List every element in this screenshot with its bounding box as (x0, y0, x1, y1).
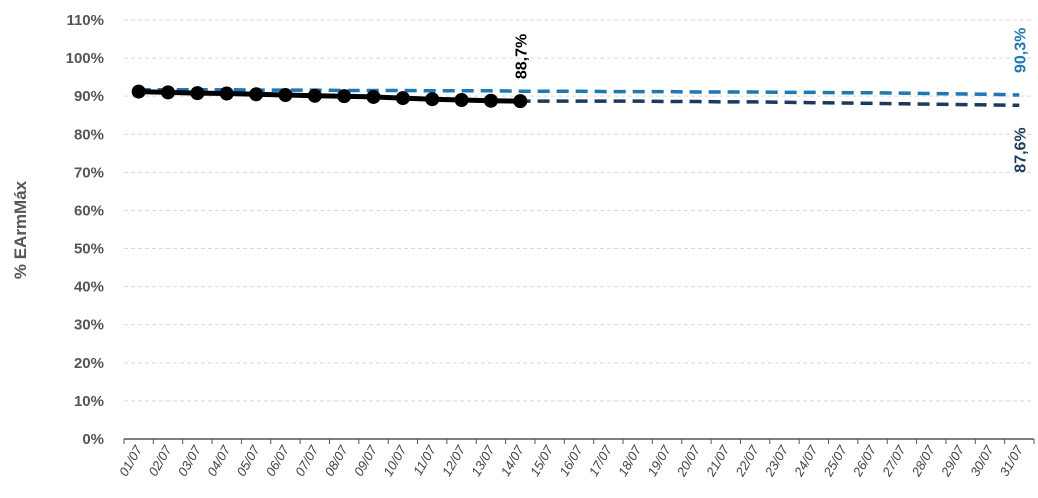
x-tick-label: 14/07 (498, 442, 528, 478)
y-tick-label: 70% (74, 164, 104, 181)
y-tick-label: 30% (74, 317, 104, 334)
series-point (483, 93, 498, 108)
y-tick-label: 80% (74, 126, 104, 143)
x-tick-label: 09/07 (351, 442, 381, 478)
x-tick-label: 08/07 (321, 442, 351, 478)
x-tick-label: 12/07 (439, 442, 469, 478)
y-tick-label: 90% (74, 88, 104, 105)
x-tick-label: 11/07 (410, 442, 439, 478)
data-labels: 90,3% 87,6% 88,7% (513, 28, 1029, 173)
series-point (161, 85, 176, 100)
x-tick-label: 07/07 (292, 442, 322, 478)
x-tick-label: 18/07 (615, 442, 645, 478)
x-tick-label: 22/07 (732, 442, 762, 479)
x-tick-label: 29/07 (937, 442, 967, 479)
series (131, 84, 1020, 109)
series-line-2 (138, 89, 1020, 108)
y-tick-label: 110% (66, 12, 104, 29)
y-tick-label: 60% (74, 202, 104, 219)
x-tick-label: 30/07 (967, 442, 997, 478)
end-label-1: 90,3% (1012, 28, 1029, 73)
series-point (131, 84, 146, 99)
series-point (278, 88, 293, 103)
series-point (337, 89, 352, 104)
x-tick-label: 04/07 (204, 442, 234, 478)
x-tick-label: 03/07 (175, 442, 205, 478)
x-tick-label: 06/07 (263, 442, 293, 478)
x-tick-label: 25/07 (820, 442, 850, 479)
series-point (454, 92, 469, 107)
y-tick-label: 40% (74, 279, 104, 296)
x-tick-label: 15/07 (527, 442, 557, 478)
series-point (249, 87, 264, 102)
end-label-2: 87,6% (1012, 127, 1029, 172)
x-tick-label: 19/07 (644, 442, 674, 478)
gridlines (124, 19, 1034, 402)
x-tick-label: 28/07 (908, 442, 938, 479)
x-tick-label: 27/07 (879, 442, 909, 479)
y-axis-title: % EArmMáx (11, 180, 30, 279)
series-point (395, 91, 410, 106)
y-tick-label: 0% (82, 431, 104, 448)
y-tick-label: 20% (74, 355, 104, 372)
x-tick-label: 13/07 (468, 442, 498, 478)
y-tick-label: 10% (74, 393, 104, 410)
x-tick-label: 20/07 (673, 442, 703, 479)
x-tick-label: 23/07 (761, 442, 791, 479)
x-tick-label: 24/07 (791, 442, 821, 479)
series-point (190, 86, 205, 101)
x-tick-label: 21/07 (703, 442, 733, 479)
series-line-1 (138, 87, 1020, 97)
series-point (307, 88, 322, 103)
x-tick-label: 17/07 (586, 442, 616, 478)
x-tick-label: 02/07 (145, 442, 175, 478)
series-point (513, 94, 528, 109)
x-tick-label: 05/07 (233, 442, 263, 478)
x-tick-label: 01/07 (116, 442, 146, 478)
y-tick-label: 50% (74, 241, 104, 258)
series-point (219, 86, 234, 101)
x-tick-label: 16/07 (556, 442, 586, 478)
x-tick-label: 10/07 (380, 442, 410, 478)
x-tick-label: 26/07 (849, 442, 879, 479)
axes: 0% 10% 20% 30% 40% 50% 60% 70% 80% 90% 100% 110% 01/… (66, 12, 1035, 480)
end-label-3: 88,7% (513, 34, 530, 79)
series-point (366, 89, 381, 104)
x-tick-label: 31/07 (997, 442, 1027, 478)
y-tick-label: 100% (66, 50, 104, 67)
series-point (425, 92, 440, 107)
